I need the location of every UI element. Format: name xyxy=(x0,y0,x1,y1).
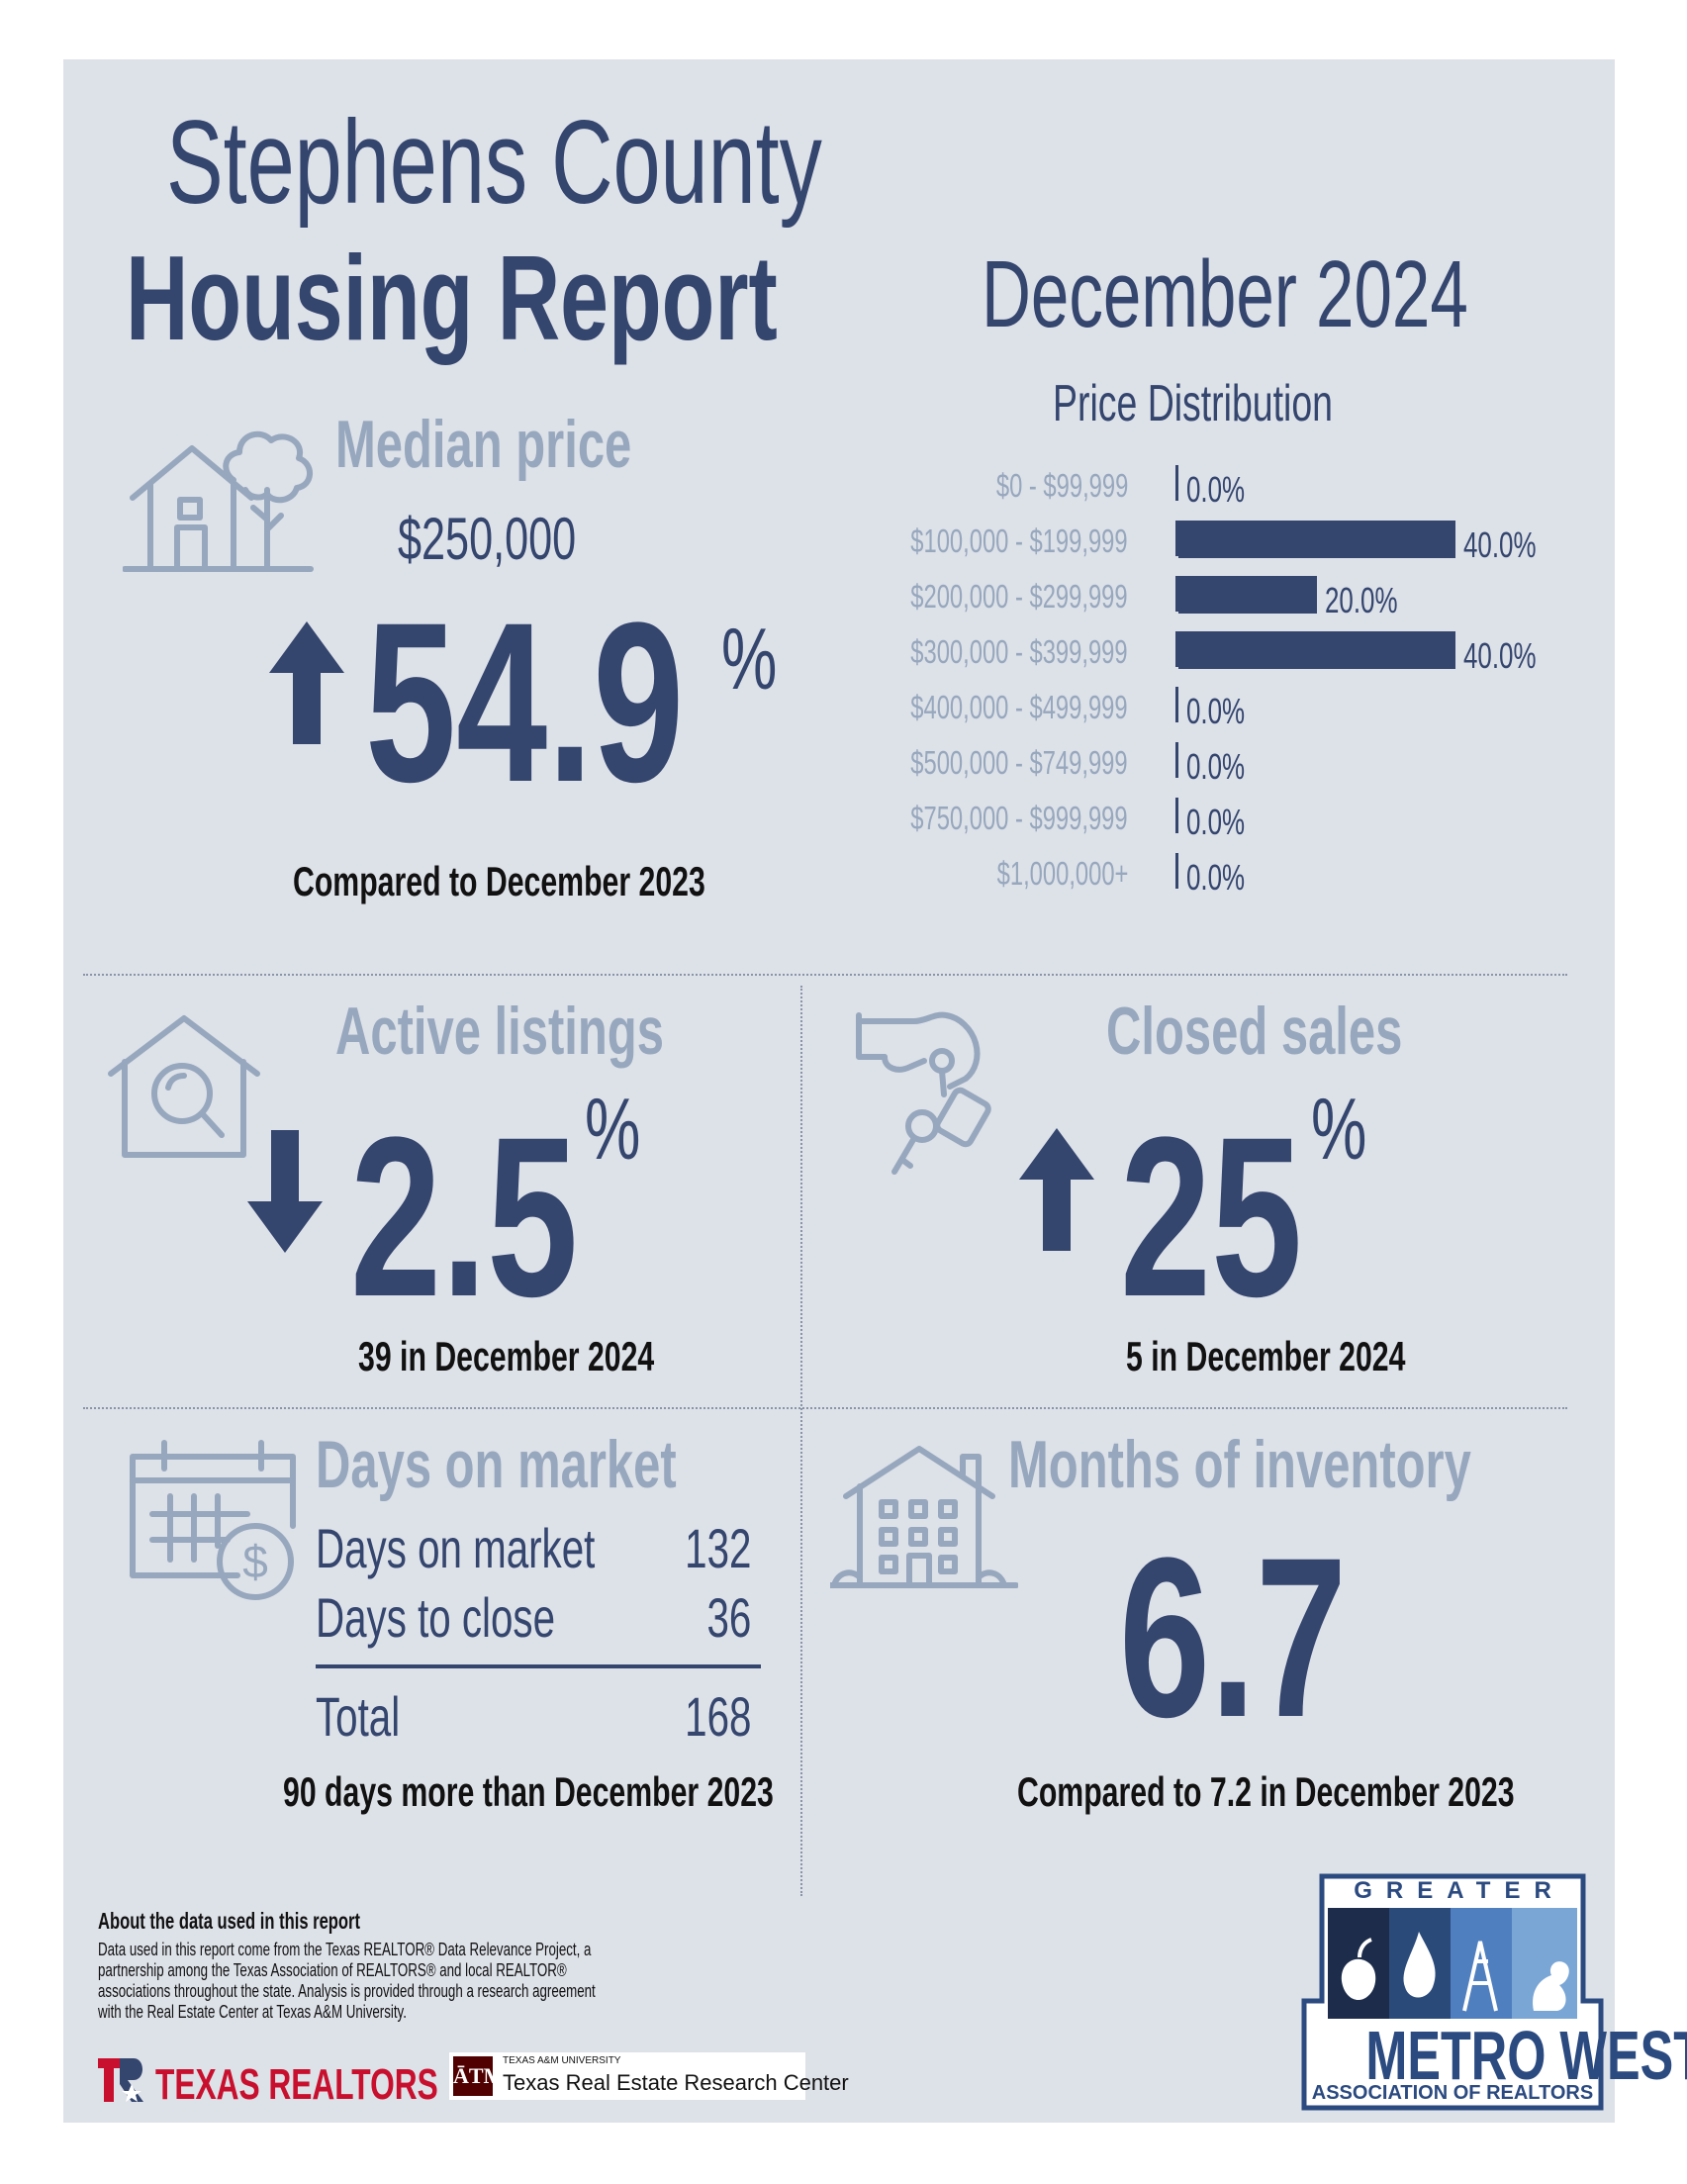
svg-text:$: $ xyxy=(242,1536,268,1587)
calendar-dollar-icon: $ xyxy=(130,1440,296,1600)
closed-sales-caption: 5 in December 2024 xyxy=(1126,1333,1406,1379)
price-distribution-row: $100,000 - $199,999 40.0% xyxy=(792,521,1682,565)
price-distribution-row: $400,000 - $499,999 0.0% xyxy=(792,687,1682,731)
price-range-label: $200,000 - $299,999 xyxy=(910,578,1128,615)
title-line2: Housing Report xyxy=(126,231,778,365)
median-price-value: $250,000 xyxy=(398,506,577,572)
closed-sales-change: 25 xyxy=(1120,1090,1303,1344)
closed-sales-change-unit: % xyxy=(1311,1080,1367,1178)
days-on-market-table: Days on market 132 Days to close 36 Tota… xyxy=(316,1516,771,1813)
price-distribution-row: $500,000 - $749,999 0.0% xyxy=(792,742,1682,787)
active-listings-change: 2.5 xyxy=(350,1090,579,1344)
divider xyxy=(83,974,1567,976)
price-range-label: $300,000 - $399,999 xyxy=(910,633,1128,670)
house-with-tree-icon xyxy=(123,430,314,572)
metro-west-emblem-icon xyxy=(1301,1873,1604,2111)
price-distribution-row: $300,000 - $399,999 40.0% xyxy=(792,631,1682,676)
bar-value-label: 40.0% xyxy=(1463,524,1537,565)
bar-value-label: 0.0% xyxy=(1186,746,1246,787)
price-distribution-bar xyxy=(1178,521,1455,558)
metro-west-greater: GREATER xyxy=(1354,1877,1565,1904)
months-inventory-caption: Compared to 7.2 in December 2023 xyxy=(1017,1768,1515,1815)
bar-axis xyxy=(1175,742,1178,778)
about-title: About the data used in this report xyxy=(98,1908,360,1934)
metro-west-association: ASSOCIATION OF REALTORS xyxy=(1311,2082,1594,2104)
title-line1: Stephens County xyxy=(166,96,822,229)
bar-axis xyxy=(1175,687,1178,722)
bar-axis xyxy=(1175,576,1178,612)
price-range-label: $1,000,000+ xyxy=(996,855,1128,892)
bar-axis xyxy=(1175,631,1178,667)
bar-axis xyxy=(1175,521,1178,556)
about-text: Data used in this report come from the T… xyxy=(98,1939,596,2022)
arrow-up-icon xyxy=(1019,1128,1094,1251)
texas-realtors-mark-icon xyxy=(98,2058,143,2102)
price-distribution-chart: $0 - $99,999 0.0% $100,000 - $199,999 40.0%… xyxy=(792,465,1682,901)
bar-value-label: 0.0% xyxy=(1186,802,1246,842)
texas-realtors-logo: TEXAS REALTORS xyxy=(98,2056,438,2109)
total-rule xyxy=(316,1664,761,1668)
report-period: December 2024 xyxy=(982,241,1468,347)
price-distribution-bar xyxy=(1178,631,1455,669)
about-section: About the data used in this report Data … xyxy=(98,1908,771,2022)
price-distribution-row: $1,000,000+ 0.0% xyxy=(792,853,1682,898)
divider xyxy=(83,1407,1567,1409)
tamu-mark-icon: ĀTM xyxy=(453,2056,504,2096)
closed-sales-heading: Closed sales xyxy=(1106,994,1403,1069)
tamu-small-text: TEXAS A&M UNIVERSITY xyxy=(503,2055,621,2066)
active-listings-heading: Active listings xyxy=(335,994,664,1069)
price-distribution-bar xyxy=(1178,576,1317,614)
hand-keys-icon xyxy=(856,1011,991,1175)
bar-axis xyxy=(1175,853,1178,889)
arrow-down-icon xyxy=(247,1130,323,1253)
apartment-building-icon xyxy=(830,1446,1018,1588)
median-price-change-unit: % xyxy=(721,610,778,708)
arrow-up-icon xyxy=(269,621,344,744)
bar-axis xyxy=(1175,798,1178,833)
tamu-center-name: Texas Real Estate Research Center xyxy=(503,2070,849,2095)
bar-value-label: 40.0% xyxy=(1463,635,1537,676)
days-on-market-heading: Days on market xyxy=(316,1427,677,1502)
active-listings-change-unit: % xyxy=(585,1080,641,1178)
bar-value-label: 0.0% xyxy=(1186,857,1246,898)
house-search-icon xyxy=(108,1015,260,1158)
months-inventory-value: 6.7 xyxy=(1119,1510,1348,1764)
months-inventory-heading: Months of inventory xyxy=(1008,1427,1471,1502)
bar-axis xyxy=(1175,465,1178,501)
median-price-caption: Compared to December 2023 xyxy=(293,858,705,904)
price-distribution-title: Price Distribution xyxy=(1053,375,1333,432)
bar-value-label: 0.0% xyxy=(1186,691,1246,731)
price-distribution-row: $750,000 - $999,999 0.0% xyxy=(792,798,1682,842)
median-price-heading: Median price xyxy=(335,407,632,482)
price-distribution-row: $0 - $99,999 0.0% xyxy=(792,465,1682,510)
price-range-label: $750,000 - $999,999 xyxy=(910,800,1128,836)
metro-west-logo: GREATER METRO WEST ASSOCIATION OF REALTO… xyxy=(1300,1872,1687,2116)
texas-realtors-wordmark: TEXAS REALTORS xyxy=(155,2060,438,2109)
price-range-label: $0 - $99,999 xyxy=(995,467,1128,504)
price-range-label: $500,000 - $749,999 xyxy=(910,744,1128,781)
bar-value-label: 0.0% xyxy=(1186,469,1246,510)
divider xyxy=(800,986,802,1896)
active-listings-caption: 39 in December 2024 xyxy=(358,1333,655,1379)
tamu-logo: ĀTM TEXAS A&M UNIVERSITY Texas Real Esta… xyxy=(449,2052,849,2100)
days-on-market-caption: 90 days more than December 2023 xyxy=(283,1768,774,1815)
metro-west-name: METRO WEST xyxy=(1365,2017,1687,2094)
bar-value-label: 20.0% xyxy=(1325,580,1398,620)
price-range-label: $100,000 - $199,999 xyxy=(910,522,1128,559)
price-distribution-row: $200,000 - $299,999 20.0% xyxy=(792,576,1682,620)
median-price-change: 54.9 xyxy=(365,575,685,829)
price-range-label: $400,000 - $499,999 xyxy=(910,689,1128,725)
report-panel: Stephens County Housing Report December … xyxy=(63,59,1687,2123)
